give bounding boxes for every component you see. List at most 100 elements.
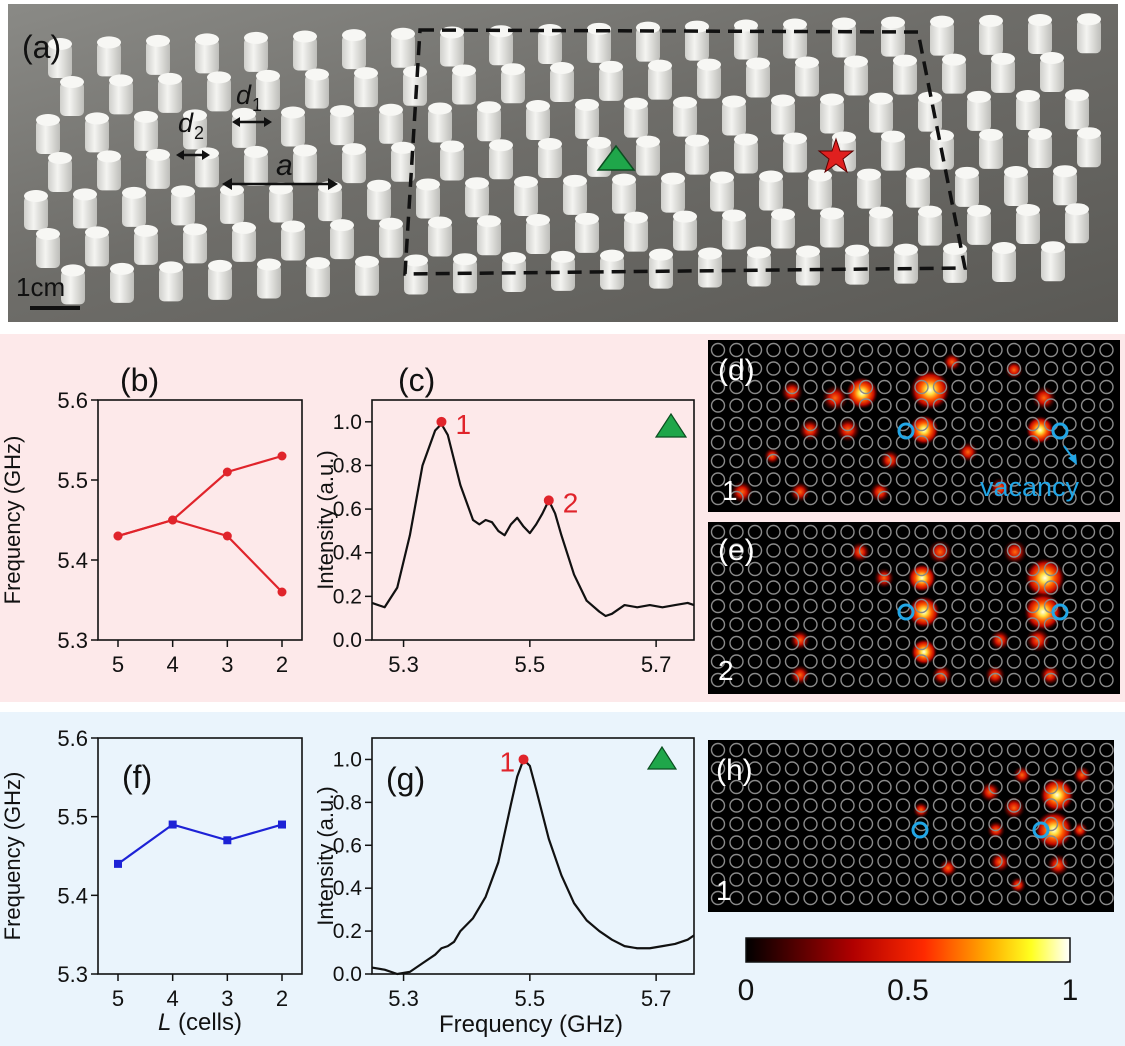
pillar-outline xyxy=(803,342,818,358)
pillar-outline xyxy=(766,472,781,487)
pillar-outline xyxy=(784,742,800,758)
pillar-outline xyxy=(1080,398,1096,413)
pillar-outline xyxy=(821,654,837,669)
pillar-outline xyxy=(1062,779,1077,795)
data-point xyxy=(168,820,177,829)
pillar-outline xyxy=(914,672,929,688)
pillar-outline xyxy=(988,617,1003,632)
pillar-outline xyxy=(951,342,966,358)
pillar-outline xyxy=(710,672,726,688)
pillar-outline xyxy=(1043,654,1059,669)
pillar-outline xyxy=(969,835,985,850)
pillar-outline xyxy=(840,490,855,506)
pillar-outline xyxy=(729,342,744,358)
panel-d-mode: 1 xyxy=(722,475,738,506)
pillar-outline xyxy=(858,435,874,450)
ytick-label: 5.3 xyxy=(57,628,88,653)
panel-h-mode: 1 xyxy=(716,875,732,906)
pillar xyxy=(220,189,244,224)
pillar xyxy=(36,120,60,154)
pillar-top xyxy=(820,207,844,220)
pillar-top xyxy=(367,179,391,192)
pillar-top xyxy=(342,29,366,42)
pillar xyxy=(355,261,379,296)
pillar-outline xyxy=(951,453,966,469)
pillar-top xyxy=(845,244,869,257)
pillar-outline xyxy=(877,435,892,450)
pillar-outline xyxy=(1006,435,1022,450)
pillar-top xyxy=(158,72,182,85)
pillar xyxy=(207,77,231,112)
pillar-outline xyxy=(877,490,892,506)
pillar-outline xyxy=(877,872,892,887)
pillar-outline xyxy=(858,524,874,540)
pillar-outline xyxy=(1043,853,1059,869)
panel-g-plot: 1 xyxy=(371,746,695,976)
pillar-outline xyxy=(747,580,763,595)
pillar-outline xyxy=(1099,761,1114,776)
pillar-outline xyxy=(932,761,948,776)
panel-c-ylabel: Intensity (a.u.) xyxy=(313,450,338,589)
pillar-outline xyxy=(766,816,781,832)
pillar-outline xyxy=(988,453,1003,469)
pillar-top xyxy=(991,52,1015,65)
pillar-outline xyxy=(747,435,763,450)
pillar-top xyxy=(538,138,562,150)
pillar-outline xyxy=(710,816,726,832)
peak-marker xyxy=(436,416,447,427)
data-point xyxy=(277,451,287,461)
pillar-outline xyxy=(1025,416,1040,432)
pillar-outline xyxy=(1062,543,1077,558)
pillar-outline xyxy=(877,672,892,688)
pillar-top xyxy=(795,56,819,69)
pillar-outline xyxy=(858,742,874,758)
pillar-top xyxy=(783,18,807,31)
pillar-outline xyxy=(803,635,818,651)
pillar-outline xyxy=(932,472,948,487)
pillar-outline xyxy=(932,835,948,850)
colorbar: 0 0.5 1 xyxy=(738,937,1078,1007)
pillar-top xyxy=(256,69,280,82)
pillar-outline xyxy=(821,361,837,376)
pillar-top xyxy=(808,169,832,182)
pillar-outline xyxy=(914,654,929,669)
pillar-outline xyxy=(988,472,1003,487)
pillar xyxy=(342,149,366,184)
pillar-outline xyxy=(951,598,966,614)
pillar xyxy=(440,146,464,181)
pillar-outline xyxy=(784,435,800,450)
pillar-outline xyxy=(1080,617,1096,632)
pillar-outline xyxy=(969,435,985,450)
pillar-top xyxy=(97,36,121,49)
pillar-outline xyxy=(895,453,911,469)
pillar-outline xyxy=(969,635,985,651)
pillar xyxy=(134,230,158,265)
pillar-outline xyxy=(766,398,781,413)
pillar-outline xyxy=(766,635,781,651)
pillar xyxy=(342,35,366,70)
panel-f-xticks: 5 4 3 2 xyxy=(112,974,288,1011)
pillar-outline xyxy=(951,617,966,632)
pillar-top xyxy=(710,171,734,184)
field-hotspot xyxy=(1040,778,1074,812)
pillar-top xyxy=(61,264,85,277)
pillar xyxy=(134,116,158,151)
xtick-label: 5.5 xyxy=(515,652,546,677)
pillar-outline xyxy=(766,543,781,558)
pillar-outline xyxy=(803,761,818,776)
pillar-outline xyxy=(784,835,800,850)
pillar-outline xyxy=(729,435,744,450)
pillar-outline xyxy=(803,379,818,395)
pillar xyxy=(306,263,330,298)
panel-c-axes xyxy=(371,399,695,641)
pillar-outline xyxy=(932,798,948,813)
pillar xyxy=(955,172,979,207)
pillar xyxy=(1028,134,1052,168)
panel-f-label: (f) xyxy=(122,759,152,795)
panel-g-label: (g) xyxy=(386,761,425,797)
pillar-outline xyxy=(1025,672,1040,688)
pillar-outline xyxy=(1043,779,1059,795)
panel-b-ylabel: Frequency (GHz) xyxy=(0,436,25,605)
pillar-outline xyxy=(1099,472,1114,487)
